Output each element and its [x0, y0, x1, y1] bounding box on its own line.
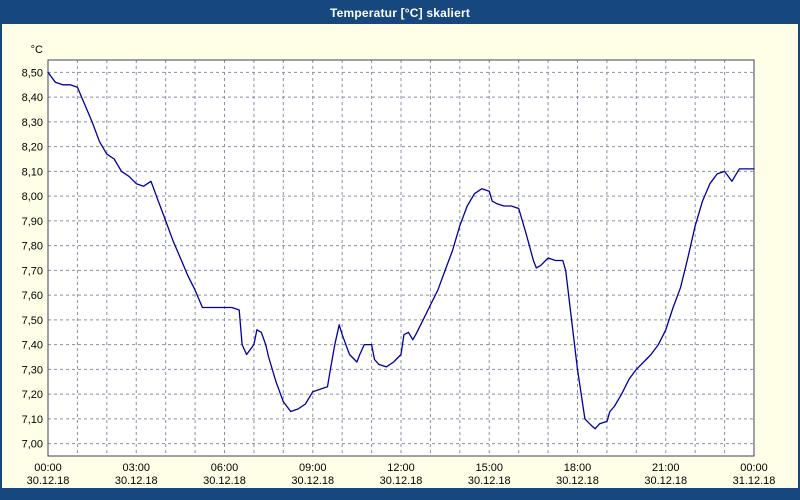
- svg-text:30.12.18: 30.12.18: [27, 475, 70, 487]
- svg-text:7,20: 7,20: [22, 389, 43, 401]
- svg-text:7,50: 7,50: [22, 315, 43, 327]
- svg-text:06:00: 06:00: [211, 462, 239, 474]
- svg-text:31.12.18: 31.12.18: [733, 475, 776, 487]
- svg-text:15:00: 15:00: [475, 462, 503, 474]
- svg-text:8,20: 8,20: [22, 142, 43, 154]
- svg-text:7,40: 7,40: [22, 340, 43, 352]
- svg-text:7,70: 7,70: [22, 265, 43, 277]
- svg-text:7,30: 7,30: [22, 364, 43, 376]
- svg-text:21:00: 21:00: [652, 462, 680, 474]
- svg-text:30.12.18: 30.12.18: [203, 475, 246, 487]
- svg-text:09:00: 09:00: [299, 462, 327, 474]
- chart-title: Temperatur [°C] skaliert: [329, 6, 471, 20]
- x-axis-labels: 00:0030.12.1803:0030.12.1806:0030.12.180…: [27, 462, 776, 487]
- svg-text:00:00: 00:00: [740, 462, 768, 474]
- svg-text:03:00: 03:00: [122, 462, 150, 474]
- y-axis-labels: 8,50 8,40 8,30 8,20 8,10 8,00 7,90 7,80 7,70 7,60…: [22, 67, 43, 450]
- plot-border: [47, 59, 755, 457]
- svg-text:00:00: 00:00: [34, 462, 62, 474]
- chart-area: °C 8,50 8,40 8,30 8,20 8,10 8,00 7,90 7,80 7,70 7,…: [2, 24, 798, 488]
- svg-text:7,00: 7,00: [22, 439, 43, 451]
- svg-text:30.12.18: 30.12.18: [644, 475, 687, 487]
- svg-text:30.12.18: 30.12.18: [468, 475, 511, 487]
- svg-text:18:00: 18:00: [564, 462, 592, 474]
- bottom-bar: [2, 488, 798, 498]
- svg-text:7,60: 7,60: [22, 290, 43, 302]
- temperature-line: [47, 71, 755, 430]
- svg-text:12:00: 12:00: [387, 462, 415, 474]
- svg-text:30.12.18: 30.12.18: [291, 475, 334, 487]
- gridlines: [47, 60, 755, 456]
- svg-text:7,80: 7,80: [22, 241, 43, 253]
- svg-text:8,50: 8,50: [22, 67, 43, 79]
- temperature-chart: °C 8,50 8,40 8,30 8,20 8,10 8,00 7,90 7,80 7,70 7,…: [22, 44, 776, 487]
- svg-text:7,90: 7,90: [22, 216, 43, 228]
- svg-text:7,10: 7,10: [22, 414, 43, 426]
- title-bar: Temperatur [°C] skaliert: [2, 2, 798, 24]
- svg-text:8,30: 8,30: [22, 117, 43, 129]
- svg-text:8,00: 8,00: [22, 191, 43, 203]
- svg-text:30.12.18: 30.12.18: [115, 475, 158, 487]
- svg-text:8,40: 8,40: [22, 92, 43, 104]
- y-axis-unit: °C: [31, 44, 43, 56]
- svg-text:30.12.18: 30.12.18: [380, 475, 423, 487]
- svg-text:30.12.18: 30.12.18: [556, 475, 599, 487]
- svg-text:8,10: 8,10: [22, 166, 43, 178]
